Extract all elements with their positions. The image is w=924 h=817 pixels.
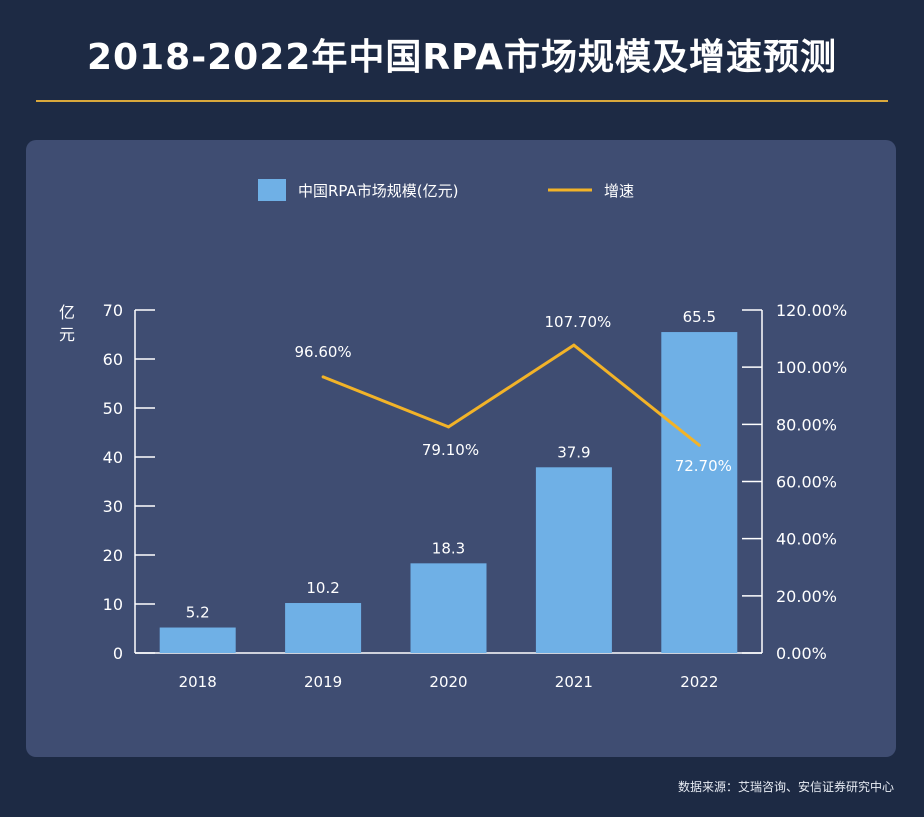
- line-value-label: 72.70%: [675, 457, 732, 475]
- bar: [661, 332, 738, 653]
- bar-value-label: 5.2: [186, 604, 210, 622]
- line-value-label: 79.10%: [422, 441, 479, 459]
- bar-value-label: 65.5: [683, 308, 716, 326]
- left-tick-label: 10: [103, 595, 123, 614]
- x-tick-label: 2020: [429, 673, 467, 691]
- legend: 中国RPA市场规模(亿元) 增速: [258, 179, 634, 201]
- left-tick-label: 30: [103, 497, 123, 516]
- legend-bar-swatch: [258, 179, 286, 201]
- x-tick-label: 2021: [555, 673, 593, 691]
- title-divider: [36, 100, 888, 102]
- left-tick-label: 50: [103, 399, 123, 418]
- bar-value-label: 37.9: [557, 443, 590, 461]
- right-tick-label: 120.00%: [776, 301, 847, 320]
- bar: [285, 603, 362, 653]
- x-tick-label: 2022: [680, 673, 718, 691]
- line-point: [321, 375, 325, 379]
- line-point: [447, 425, 450, 429]
- y-axis-title: 亿元: [59, 303, 75, 344]
- right-tick-label: 0.00%: [776, 644, 827, 663]
- bar: [159, 627, 236, 653]
- right-tick-label: 100.00%: [776, 358, 847, 377]
- source-note: 数据来源：艾瑞咨询、安信证券研究中心: [677, 780, 894, 794]
- left-tick-label: 70: [103, 301, 123, 320]
- legend-line-label: 增速: [604, 182, 634, 200]
- y-axis-title-text: 亿元: [59, 303, 75, 344]
- right-tick-label: 20.00%: [776, 587, 837, 606]
- line-value-label: 107.70%: [545, 313, 612, 331]
- chart-panel: [26, 140, 896, 757]
- right-axis: 0.00% 20.00% 40.00% 60.00% 80.00% 100.00% 120.…: [742, 301, 847, 663]
- x-tick-label: 2018: [179, 673, 217, 691]
- line-value-label: 96.60%: [294, 343, 351, 361]
- bar-value-label: 10.2: [306, 579, 339, 597]
- bar: [410, 563, 487, 653]
- left-tick-label: 60: [103, 350, 123, 369]
- left-tick-label: 40: [103, 448, 123, 467]
- legend-bar-label: 中国RPA市场规模(亿元): [298, 182, 458, 200]
- line-point: [697, 443, 701, 447]
- right-tick-label: 60.00%: [776, 473, 837, 492]
- bar: [535, 467, 612, 653]
- right-tick-label: 40.00%: [776, 530, 837, 549]
- page-title: 2018-2022年中国RPA市场规模及增速预测: [87, 37, 837, 78]
- left-tick-label: 0: [113, 644, 123, 663]
- x-tick-label: 2019: [304, 673, 342, 691]
- right-tick-label: 80.00%: [776, 415, 837, 434]
- bar-series: 5.2 10.2 18.3 37.9 65.5: [159, 308, 738, 653]
- bar-value-label: 18.3: [432, 539, 465, 557]
- x-axis: 2018 2019 2020 2021 2022: [179, 673, 719, 691]
- growth-line: [322, 343, 701, 447]
- line-point: [572, 343, 576, 347]
- growth-line-series: 96.60% 79.10% 107.70% 72.70%: [294, 313, 731, 475]
- left-tick-label: 20: [103, 546, 123, 565]
